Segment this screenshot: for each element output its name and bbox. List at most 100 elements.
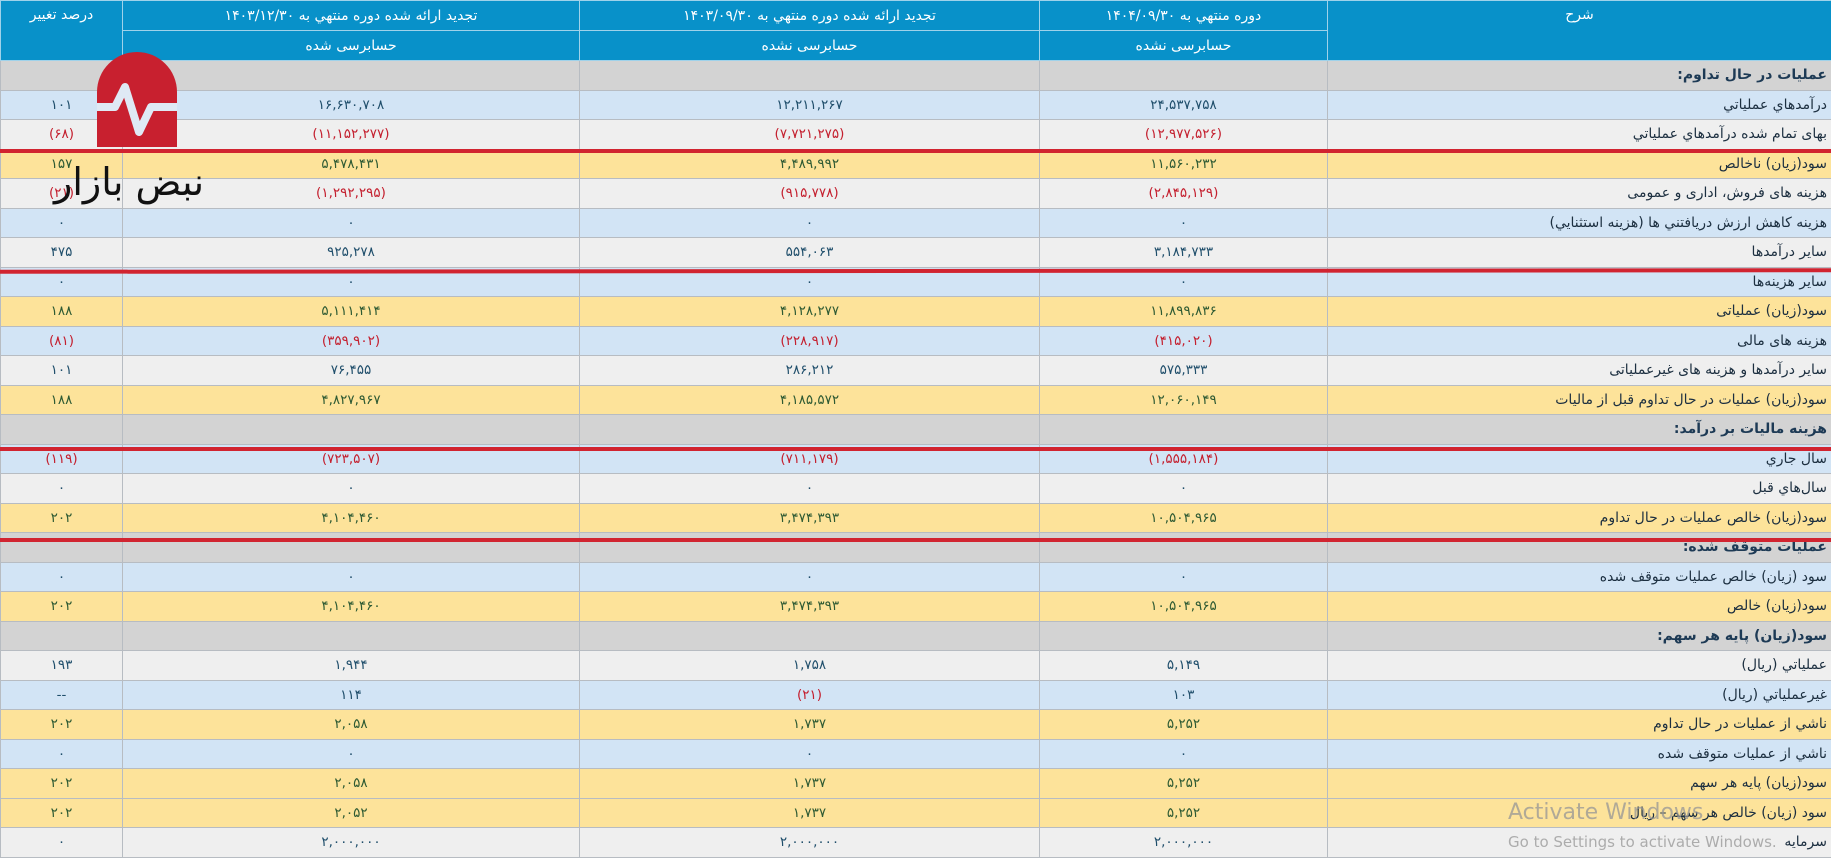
value-1404-09-30: ۵,۲۵۲ xyxy=(1039,768,1328,799)
row-label: عملياتي (ريال) xyxy=(1327,650,1831,681)
value-1403-12-30: ۵,۴۷۸,۴۳۱ xyxy=(122,148,580,179)
value-1404-09-30: (۱۲,۹۷۷,۵۲۶) xyxy=(1039,119,1328,150)
value-1403-12-30: ۲,۰۵۲ xyxy=(122,797,580,828)
row-label: سود(زیان) پایه هر سهم xyxy=(1327,768,1831,799)
table-row: سود(زیان) پایه هر سهم ۵,۲۵۲ ۱,۷۳۷ ۲,۰۵۸ ۲۰۲ xyxy=(0,768,1831,799)
header-row-2: حسابرسی نشده حسابرسی نشده حسابرسی شده xyxy=(1,30,1831,61)
value-1403-12-30 xyxy=(122,532,580,563)
row-label: ناشي از عمليات در حال تداوم xyxy=(1327,709,1831,740)
value-1403-12-30: (۱۱,۱۵۲,۲۷۷) xyxy=(122,119,580,150)
value-1403-09-30: ۳,۴۷۴,۳۹۳ xyxy=(579,591,1040,622)
row-label: سایر درآمدها و هزینه های غیرعملیاتی xyxy=(1327,355,1831,386)
value-1404-09-30: ۵۷۵,۳۳۳ xyxy=(1039,355,1328,386)
value-1403-12-30 xyxy=(122,620,580,651)
table-row: سود(زیان) ناخالص ۱۱,۵۶۰,۲۳۲ ۴,۴۸۹,۹۹۲ ۵,۴۷۸… xyxy=(0,148,1831,179)
pct-change: ۱۸۸ xyxy=(0,296,123,327)
table-row: هزينه کاهش ارزش دريافتني ها (هزينه استثن… xyxy=(0,207,1831,238)
table-row: سرمایه ۲,۰۰۰,۰۰۰ ۲,۰۰۰,۰۰۰ ۲,۰۰۰,۰۰۰ ۰ xyxy=(0,827,1831,858)
value-1404-09-30: ۰ xyxy=(1039,473,1328,504)
period-1403-12-30-header: تجدید ارائه شده دوره منتهي به ۱۴۰۳/۱۲/۳۰ xyxy=(122,0,580,31)
value-1403-12-30: ۴,۱۰۴,۴۶۰ xyxy=(122,502,580,533)
table-row: درآمدهاي عملياتي ۲۴,۵۳۷,۷۵۸ ۱۲,۲۱۱,۲۶۷ ۱۶,۶… xyxy=(0,89,1831,120)
value-1404-09-30: ۵,۲۵۲ xyxy=(1039,709,1328,740)
value-1403-12-30: ۲,۰۵۸ xyxy=(122,768,580,799)
pct-change: ۰ xyxy=(0,738,123,769)
value-1403-12-30: ۰ xyxy=(122,561,580,592)
audit-status-1403-09-30: حسابرسی نشده xyxy=(579,30,1040,61)
table-row: سود(زیان) خالص ۱۰,۵۰۴,۹۶۵ ۳,۴۷۴,۳۹۳ ۴,۱۰۴,۴… xyxy=(0,591,1831,622)
period-1404-09-30-header: دوره منتهي به ۱۴۰۴/۰۹/۳۰ xyxy=(1039,0,1328,31)
value-1403-09-30: (۲۲۸,۹۱۷) xyxy=(579,325,1040,356)
value-1404-09-30: (۴۱۵,۰۲۰) xyxy=(1039,325,1328,356)
annotation-line xyxy=(0,149,1831,153)
pct-change: ۰ xyxy=(0,561,123,592)
value-1403-12-30: ۰ xyxy=(122,738,580,769)
row-label: هزینه های فروش، اداری و عمومی xyxy=(1327,178,1831,209)
value-1403-12-30: ۰ xyxy=(122,473,580,504)
pct-change: ۱۰۱ xyxy=(0,355,123,386)
section-header-row: عملیات در حال تداوم: xyxy=(0,60,1831,91)
table-row: ناشي از عمليات در حال تداوم ۵,۲۵۲ ۱,۷۳۷ ۲,۰… xyxy=(0,709,1831,740)
pct-change: ۲۰۲ xyxy=(0,768,123,799)
value-1404-09-30: ۰ xyxy=(1039,561,1328,592)
row-label: سرمایه xyxy=(1327,827,1831,858)
value-1404-09-30: ۲۴,۵۳۷,۷۵۸ xyxy=(1039,89,1328,120)
table-row: سایر درآمدها ۳,۱۸۴,۷۳۳ ۵۵۴,۰۶۳ ۹۲۵,۲۷۸ ۴۷۵ xyxy=(0,237,1831,268)
pct-change: ۱۹۳ xyxy=(0,650,123,681)
value-1403-12-30: ۲,۰۵۸ xyxy=(122,709,580,740)
row-label: غيرعملياتي (ريال) xyxy=(1327,679,1831,710)
row-label: سود(زیان) ناخالص xyxy=(1327,148,1831,179)
value-1404-09-30: ۱۰۳ xyxy=(1039,679,1328,710)
value-1404-09-30: ۳,۱۸۴,۷۳۳ xyxy=(1039,237,1328,268)
value-1404-09-30: ۱۰,۵۰۴,۹۶۵ xyxy=(1039,591,1328,622)
pct-change xyxy=(0,414,123,445)
pct-change xyxy=(0,620,123,651)
row-label: عملیات متوقف شده: xyxy=(1327,532,1831,563)
value-1403-12-30: ۴,۸۲۷,۹۶۷ xyxy=(122,384,580,415)
table-row: سود (زیان) خالص هر سهم – ریال ۵,۲۵۲ ۱,۷۳۷ ۲… xyxy=(0,797,1831,828)
table-row: بهای تمام شده درآمدهاي عملياتي (۱۲,۹۷۷,۵۲… xyxy=(0,119,1831,150)
value-1403-12-30: ۱۱۴ xyxy=(122,679,580,710)
value-1403-12-30 xyxy=(122,60,580,91)
value-1403-09-30 xyxy=(579,414,1040,445)
row-label: سود(زیان) پایه هر سهم: xyxy=(1327,620,1831,651)
value-1403-12-30: ۴,۱۰۴,۴۶۰ xyxy=(122,591,580,622)
nabz-bazar-logo-icon xyxy=(97,52,177,147)
table-row: غيرعملياتي (ريال) ۱۰۳ (۲۱) ۱۱۴ -- xyxy=(0,679,1831,710)
table-row: سود (زيان) خالص عمليات متوقف شده ۰ ۰ ۰ ۰ xyxy=(0,561,1831,592)
row-label: سود(زیان) خالص xyxy=(1327,591,1831,622)
table-row: ناشي از عمليات متوقف شده ۰ ۰ ۰ ۰ xyxy=(0,738,1831,769)
activate-windows-subtitle: Go to Settings to activate Windows. xyxy=(1508,833,1777,851)
value-1403-09-30: ۱۲,۲۱۱,۲۶۷ xyxy=(579,89,1040,120)
value-1403-09-30: ۱,۷۳۷ xyxy=(579,709,1040,740)
row-label: سال‌هاي قبل xyxy=(1327,473,1831,504)
value-1403-12-30: ۲,۰۰۰,۰۰۰ xyxy=(122,827,580,858)
logo-text: نبض بازار xyxy=(54,160,205,204)
desc-column-header: شرح xyxy=(1327,0,1831,61)
value-1404-09-30: ۰ xyxy=(1039,207,1328,238)
value-1403-09-30: ۴,۱۲۸,۲۷۷ xyxy=(579,296,1040,327)
value-1404-09-30: ۱۰,۵۰۴,۹۶۵ xyxy=(1039,502,1328,533)
pct-change: ۱۵۷ xyxy=(0,148,123,179)
value-1403-12-30: ۱۶,۶۳۰,۷۰۸ xyxy=(122,89,580,120)
pct-change: ۱۸۸ xyxy=(0,384,123,415)
value-1403-09-30: ۱,۷۳۷ xyxy=(579,797,1040,828)
value-1403-12-30: ۷۶,۴۵۵ xyxy=(122,355,580,386)
pct-change: (۸۱) xyxy=(0,325,123,356)
value-1403-09-30 xyxy=(579,532,1040,563)
value-1404-09-30 xyxy=(1039,414,1328,445)
header-row-1: شرح دوره منتهي به ۱۴۰۴/۰۹/۳۰ تجدید ارائه… xyxy=(0,0,1831,61)
value-1404-09-30: ۱۲,۰۶۰,۱۴۹ xyxy=(1039,384,1328,415)
value-1403-09-30: ۰ xyxy=(579,473,1040,504)
value-1404-09-30 xyxy=(1039,60,1328,91)
row-label: سود(زیان) عملیات در حال تداوم قبل از مال… xyxy=(1327,384,1831,415)
value-1404-09-30: ۲,۰۰۰,۰۰۰ xyxy=(1039,827,1328,858)
pct-change: ۲۰۲ xyxy=(0,591,123,622)
pct-change: ۰ xyxy=(0,827,123,858)
value-1403-09-30: ۰ xyxy=(579,561,1040,592)
row-label: بهای تمام شده درآمدهاي عملياتي xyxy=(1327,119,1831,150)
section-header-row: سود(زیان) پایه هر سهم: xyxy=(0,620,1831,651)
value-1403-09-30: ۲۸۶,۲۱۲ xyxy=(579,355,1040,386)
value-1404-09-30: ۵,۱۴۹ xyxy=(1039,650,1328,681)
